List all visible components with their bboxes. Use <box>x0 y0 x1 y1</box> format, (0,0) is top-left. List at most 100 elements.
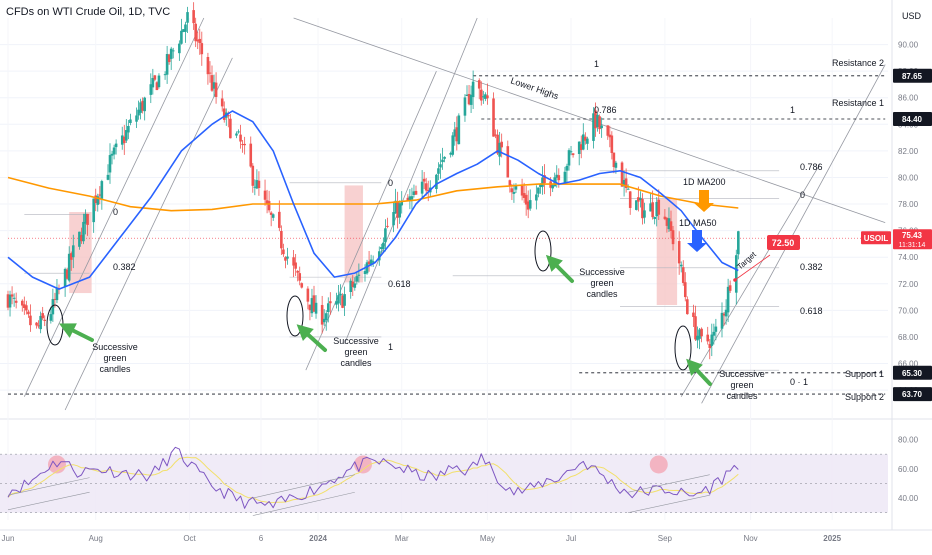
candle-body <box>610 135 614 153</box>
candle-body <box>296 270 299 273</box>
candle-body <box>569 151 573 153</box>
candle-body <box>143 97 146 112</box>
fib-label: 0.618 <box>800 306 823 316</box>
chart-title: CFDs on WTI Crude Oil, 1D, TVC <box>6 6 171 18</box>
rsi-band-area <box>0 454 888 513</box>
target-badge: 72.50 <box>772 238 795 248</box>
fib-label: 0 <box>113 207 118 217</box>
candle-body <box>141 100 144 111</box>
rsi-lines <box>7 446 739 516</box>
candle-body <box>163 74 167 76</box>
resistance-2-badge-bg <box>893 68 932 83</box>
rsi-line <box>7 446 739 509</box>
fib-label: 0 <box>800 190 805 200</box>
candle-body <box>622 180 626 187</box>
price-tick-label: 86.00 <box>898 94 919 103</box>
candle-body <box>714 326 718 332</box>
candle-body <box>265 200 269 204</box>
candle-body <box>649 203 652 212</box>
candle-body <box>292 257 295 266</box>
candles <box>6 2 740 360</box>
price-tick-label: 90.00 <box>898 41 919 50</box>
candle-body <box>694 316 697 340</box>
candle-body <box>222 108 226 120</box>
candle-body <box>41 313 44 319</box>
channel-line <box>64 57 233 411</box>
price-tick-label: 66.00 <box>898 360 919 369</box>
candle-body <box>306 288 310 302</box>
candle-body <box>80 235 83 242</box>
candle-body <box>594 110 597 129</box>
candle-body <box>394 200 397 214</box>
candle-body <box>12 297 16 299</box>
channel-line <box>23 17 205 397</box>
candle-body <box>110 153 114 156</box>
target-point <box>733 278 737 282</box>
candle-body <box>441 159 444 163</box>
candle-body <box>106 174 110 180</box>
candle-body <box>10 294 14 297</box>
candle-body <box>112 147 116 155</box>
candle-body <box>712 331 716 336</box>
time-tick-label: Nov <box>743 534 757 543</box>
candle-body <box>392 212 395 226</box>
candle-body <box>508 180 512 187</box>
rsi-band <box>0 453 888 513</box>
price-tick-label: 72.00 <box>898 280 919 289</box>
candle-body <box>98 194 102 196</box>
candle-body <box>169 48 173 59</box>
resistance-2-label: Resistance 2 <box>832 58 884 68</box>
time-tick-label: Oct <box>183 534 196 543</box>
rsi-channel-line <box>252 491 355 516</box>
candle-body <box>349 280 353 293</box>
candle-body <box>700 328 703 337</box>
candle-body <box>280 231 283 249</box>
candle-body <box>614 162 618 168</box>
candle-body <box>469 94 473 105</box>
candle-body <box>443 156 446 159</box>
candle-body <box>312 295 316 312</box>
time-tick-label: Aug <box>89 534 103 543</box>
candle-body <box>496 134 499 154</box>
channel-line <box>680 163 821 397</box>
candle-body <box>449 152 452 155</box>
fib-label: 0.786 <box>594 105 617 115</box>
candle-body <box>683 282 687 298</box>
highlight-box <box>69 212 92 294</box>
candle-body <box>257 180 261 189</box>
fib-label: 0.618 <box>388 279 411 289</box>
pattern-ellipse-icon <box>674 325 692 371</box>
current-price-badge-bg <box>893 229 932 250</box>
candle-body <box>484 94 487 99</box>
candle-body <box>184 24 187 32</box>
rsi-ma-line <box>7 456 739 504</box>
candle-body <box>96 196 100 205</box>
rsi-peak-marker <box>353 455 372 474</box>
candle-body <box>451 135 455 155</box>
candle-body <box>679 264 683 267</box>
candle-body <box>300 283 304 288</box>
candle-body <box>726 286 730 313</box>
candle-body <box>465 94 469 97</box>
rsi-tick-label: 80.00 <box>898 436 919 445</box>
price-tick-label: 82.00 <box>898 147 919 156</box>
candle-body <box>624 178 628 188</box>
candle-body <box>353 283 357 288</box>
rsi-peak-marker <box>47 455 66 474</box>
candle-body <box>114 143 118 148</box>
candle-body <box>371 261 375 263</box>
countdown-label: 11:31:14 <box>899 242 926 249</box>
candle-body <box>596 114 599 127</box>
candle-body <box>63 268 67 288</box>
candle-body <box>139 102 142 113</box>
candle-body <box>612 152 616 168</box>
fib-label: 0.382 <box>113 262 136 272</box>
candle-body <box>681 267 685 283</box>
candle-body <box>125 130 128 141</box>
ma50-arrow-icon <box>687 230 707 252</box>
candle-body <box>592 113 595 141</box>
candle-body <box>94 195 98 204</box>
highlight-boxes <box>47 185 678 474</box>
candle-body <box>692 312 695 317</box>
symbol-badge-bg <box>861 231 891 245</box>
